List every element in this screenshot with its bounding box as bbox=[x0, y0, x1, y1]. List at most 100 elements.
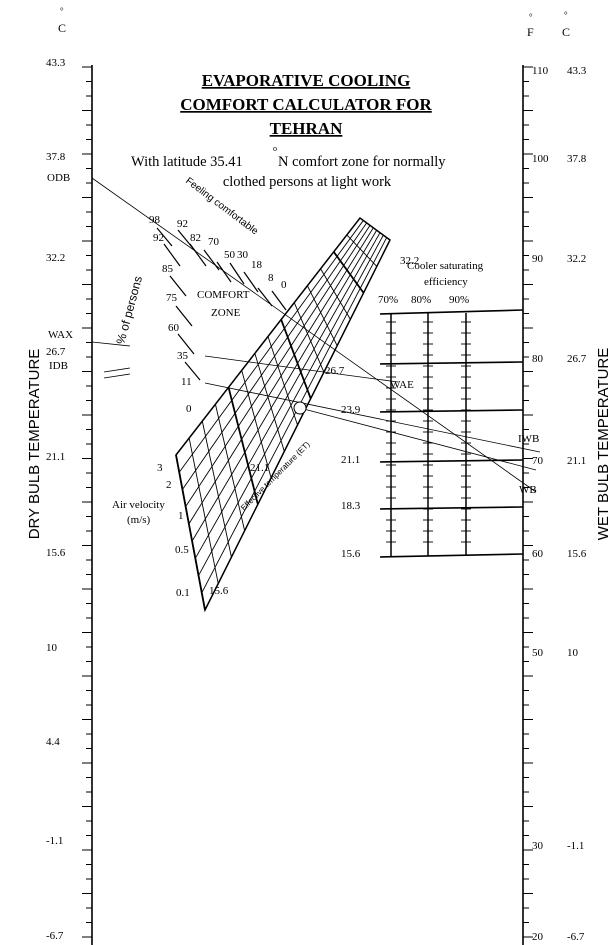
velocity-grid-line bbox=[267, 336, 298, 426]
wet-bulb-f-tick-label: 90 bbox=[532, 253, 544, 265]
dry-bulb-tick-labels: 43.3 37.8 32.2 26.7 21.1 15.6 10 4.4 -1.1 -6.7 bbox=[46, 57, 66, 942]
wax-tick-line bbox=[91, 341, 131, 347]
left-unit-c: C bbox=[58, 21, 66, 35]
persons-values: 85 75 60 35 11 0 bbox=[162, 263, 192, 415]
comfort-hatch-mark bbox=[271, 290, 287, 311]
wet-bulb-c-tick-label: -1.1 bbox=[567, 840, 584, 852]
comfort-hatch-mark bbox=[175, 305, 193, 327]
et-grid-line bbox=[201, 237, 388, 593]
title-line-1: EVAPORATIVE COOLING bbox=[202, 71, 411, 90]
cooler-value-23-9: 23.9 bbox=[341, 404, 361, 416]
persons-value-60: 60 bbox=[168, 322, 180, 334]
title-line-3: TEHRAN bbox=[270, 119, 343, 138]
dry-bulb-axis-title: DRY BULB TEMPERATURE bbox=[26, 349, 43, 540]
cooler-label-1: Cooler saturating bbox=[407, 260, 484, 272]
wet-bulb-c-tick-label: 43.3 bbox=[567, 65, 587, 77]
feeling-value-82: 82 bbox=[190, 232, 201, 244]
marker-idb: IDB bbox=[49, 360, 68, 372]
marker-wae: WAE bbox=[390, 379, 414, 391]
marker-wax: WAX bbox=[48, 329, 73, 341]
feeling-value-8: 8 bbox=[268, 272, 274, 284]
comfort-zone-line-1: COMFORT bbox=[197, 289, 250, 301]
comfort-grid bbox=[175, 216, 391, 613]
et-value-15-6: 15.6 bbox=[209, 585, 229, 597]
et-grid-line bbox=[185, 225, 371, 507]
feeling-value-18: 18 bbox=[251, 259, 263, 271]
efficiency-80: 80% bbox=[411, 294, 431, 306]
velocity-grid-line bbox=[227, 387, 259, 505]
title-line-2: COMFORT CALCULATOR FOR bbox=[180, 95, 432, 114]
velocity-grid-line bbox=[254, 353, 285, 452]
wet-bulb-c-tick-label: -6.7 bbox=[567, 931, 585, 943]
wet-bulb-axis: 110 100 90 80 70 60 50 30 20 43.3 37.8 32.2 26.7 21.1… bbox=[522, 65, 612, 945]
unit-headers: ° C ° F ° C bbox=[58, 6, 570, 39]
idb-line-a bbox=[103, 367, 131, 373]
cooler-top-line bbox=[379, 309, 524, 315]
velocity-value-2: 2 bbox=[166, 479, 172, 491]
comfort-hatch-mark bbox=[203, 249, 220, 271]
persons-value-35: 35 bbox=[177, 350, 189, 362]
feeling-value-30: 30 bbox=[237, 249, 249, 261]
efficiency-row-line bbox=[379, 459, 524, 463]
feeling-value-70: 70 bbox=[208, 236, 220, 248]
effective-temperature-scale: Effective temperature (ET) 15.6 21.1 26.… bbox=[209, 255, 419, 597]
right-degree-c: ° bbox=[564, 10, 568, 20]
subtitle: With latitude 35.41 o N comfort zone for… bbox=[131, 144, 446, 190]
left-degree: ° bbox=[60, 6, 64, 16]
dry-bulb-tick-label: 10 bbox=[46, 642, 58, 654]
comfort-hatch-mark bbox=[177, 333, 195, 355]
wet-bulb-f-tick-label: 20 bbox=[532, 931, 544, 943]
feeling-value-0: 0 bbox=[281, 279, 287, 291]
right-unit-f: F bbox=[527, 25, 534, 39]
dry-bulb-tick-label: 32.2 bbox=[46, 252, 65, 264]
idb-line-b bbox=[103, 373, 131, 379]
wet-bulb-f-tick-label: 60 bbox=[532, 548, 544, 560]
persons-label: % of persons bbox=[113, 274, 145, 345]
wet-bulb-f-tick-label: 110 bbox=[532, 65, 549, 77]
subtitle-line-1-pre: With latitude 35.41 bbox=[131, 154, 243, 170]
reading-point-marker bbox=[293, 401, 307, 415]
comfort-hatch-mark bbox=[156, 227, 173, 247]
dry-bulb-minor-ticks bbox=[82, 66, 92, 938]
wax-line bbox=[204, 355, 399, 383]
wet-bulb-c-tick-label: 10 bbox=[567, 647, 579, 659]
velocity-value-0-5: 0.5 bbox=[175, 544, 189, 556]
air-velocity-label-1: Air velocity bbox=[112, 499, 165, 511]
air-velocity-scale: 3 2 Air velocity (m/s) 1 0.5 0.1 bbox=[112, 462, 190, 599]
velocity-grid-line bbox=[280, 319, 312, 399]
persons-value-11: 11 bbox=[181, 376, 192, 388]
comfort-hatch-mark bbox=[189, 243, 207, 267]
wet-bulb-tick-labels: 110 100 90 80 70 60 50 30 20 43.3 37.8 32.2 26.7 21.1… bbox=[532, 65, 587, 943]
wet-bulb-axis-title: WET BULB TEMPERATURE bbox=[595, 348, 612, 541]
marker-iwb: IWB bbox=[518, 433, 539, 445]
comfort-hatch-mark bbox=[243, 271, 259, 293]
et-grid-line bbox=[194, 232, 381, 559]
dry-bulb-tick-label: 37.8 bbox=[46, 151, 66, 163]
comfort-grid-outline bbox=[175, 216, 391, 613]
wet-bulb-f-tick-label: 70 bbox=[532, 455, 544, 467]
feeling-value-92b: 92 bbox=[153, 232, 164, 244]
wet-bulb-f-tick-label: 100 bbox=[532, 153, 549, 165]
velocity-value-1: 1 bbox=[178, 510, 184, 522]
velocity-grid-line bbox=[201, 421, 232, 558]
velocity-grid-line bbox=[307, 285, 338, 346]
efficiency-row-line bbox=[379, 409, 524, 413]
velocity-grid-line bbox=[188, 437, 219, 584]
et-grid-line bbox=[182, 222, 368, 490]
velocity-grid-line bbox=[293, 302, 325, 373]
persons-value-85: 85 bbox=[162, 263, 174, 275]
comfort-hatch-mark bbox=[257, 287, 273, 307]
comfort-hatch-mark bbox=[184, 361, 201, 381]
wae-line bbox=[204, 382, 541, 453]
dry-bulb-tick-label: 43.3 bbox=[46, 57, 66, 69]
wet-bulb-c-tick-label: 26.7 bbox=[567, 353, 587, 365]
marker-wb: WB bbox=[519, 484, 537, 496]
wet-bulb-f-tick-label: 50 bbox=[532, 647, 544, 659]
et-grid-line bbox=[198, 234, 384, 576]
subtitle-line-2: clothed persons at light work bbox=[223, 174, 392, 190]
et-value-21-1: 21.1 bbox=[250, 462, 269, 474]
dry-bulb-axis: 43.3 37.8 32.2 26.7 21.1 15.6 10 4.4 -1.1 -6.7 DR… bbox=[26, 57, 93, 945]
feeling-value-92a: 92 bbox=[177, 218, 188, 230]
comfort-hatch-mark bbox=[229, 262, 245, 285]
